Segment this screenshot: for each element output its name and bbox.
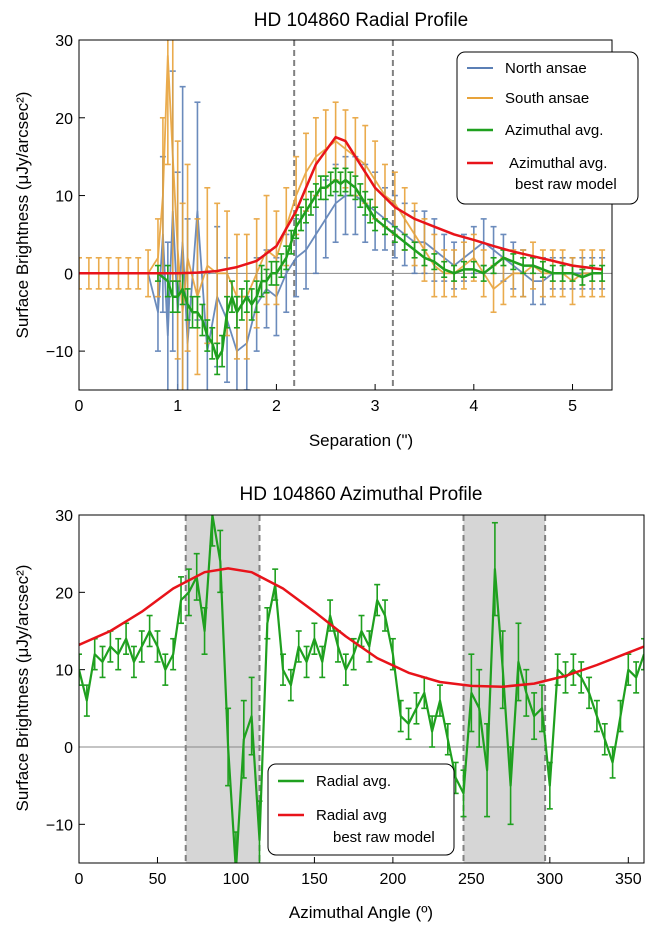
legend-label-model-1: Radial avg: [316, 807, 387, 824]
legend-label-model-2: best raw model: [515, 176, 617, 193]
x-tick-label: 5: [568, 398, 577, 415]
y-tick-label: 0: [64, 266, 73, 283]
series-line: [79, 515, 644, 863]
series-1: [79, 567, 644, 688]
legend-label-model-2: best raw model: [333, 829, 435, 846]
plot-frame: [78, 514, 645, 864]
x-tick-label: 2: [272, 398, 281, 415]
masked-region: [185, 515, 260, 863]
x-tick-label: 3: [371, 398, 380, 415]
series-3: [79, 135, 603, 275]
y-tick-label: 20: [55, 585, 73, 602]
y-tick-label: 10: [55, 663, 73, 680]
y-tick-label: −10: [46, 344, 73, 361]
y-tick-label: 30: [55, 33, 73, 50]
y-axis-label: Surface Brightness (μJy/arcsec²): [13, 92, 32, 339]
x-tick-label: 250: [458, 871, 485, 888]
y-tick-label: 0: [64, 740, 73, 757]
y-tick-label: 10: [55, 189, 73, 206]
legend-label-model-1: Azimuthal avg.: [509, 155, 607, 172]
radial-profile-chart: HD 104860 Radial Profile Separation (") …: [13, 10, 639, 450]
legend-label-azavg: Azimuthal avg.: [505, 122, 603, 139]
series-line: [79, 135, 603, 275]
chart-title: HD 104860 Radial Profile: [254, 10, 468, 31]
series-line: [79, 567, 644, 688]
legend-label-south: South ansae: [505, 90, 589, 107]
x-tick-label: 200: [380, 871, 407, 888]
x-tick-label: 100: [223, 871, 250, 888]
legend-label-radavg: Radial avg.: [316, 773, 391, 790]
x-tick-label: 350: [615, 871, 642, 888]
x-tick-label: 0: [75, 871, 84, 888]
y-tick-label: −10: [46, 817, 73, 834]
x-axis-label: Azimuthal Angle (º): [289, 903, 433, 922]
y-tick-label: 30: [55, 508, 73, 525]
x-tick-label: 300: [536, 871, 563, 888]
legend-box: [267, 763, 455, 856]
x-tick-label: 150: [301, 871, 328, 888]
y-tick-label: 20: [55, 111, 73, 128]
series-line: [79, 194, 603, 353]
x-tick-label: 4: [469, 398, 478, 415]
x-tick-label: 1: [173, 398, 182, 415]
chart-title: HD 104860 Azimuthal Profile: [240, 484, 483, 505]
plot-frame: [78, 39, 613, 391]
legend-box: [456, 51, 639, 205]
x-axis-label: Separation ("): [309, 431, 413, 450]
legend: Radial avg. Radial avg best raw model: [267, 763, 455, 856]
azimuthal-profile-chart: HD 104860 Azimuthal Profile Azimuthal An…: [13, 484, 645, 922]
legend: North ansae South ansae Azimuthal avg. A…: [456, 51, 639, 205]
series-2: [79, 167, 606, 376]
x-tick-label: 0: [75, 398, 84, 415]
y-axis-label: Surface Brightness (μJy/arcsec²): [13, 565, 32, 812]
legend-label-north: North ansae: [505, 60, 587, 77]
series-line: [79, 178, 603, 361]
x-tick-label: 50: [149, 871, 167, 888]
